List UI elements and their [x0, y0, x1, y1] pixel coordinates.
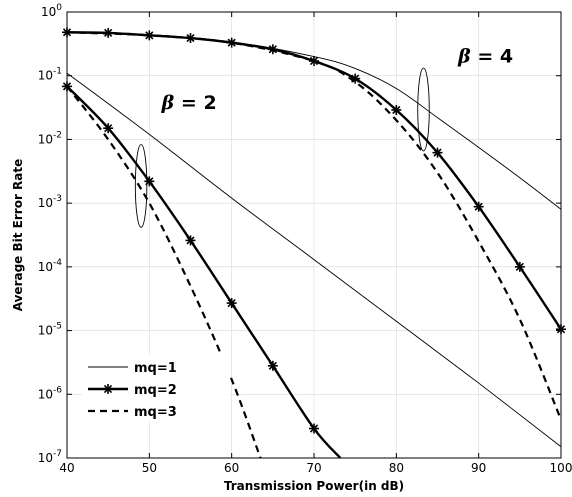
y-tick-label: 10-2 — [38, 130, 62, 146]
series-marker-beta4 — [432, 147, 443, 158]
y-tick-label: 10-5 — [38, 322, 62, 338]
y-axis-ticks: 100 10-1 10-2 10-3 10-4 10-5 10-6 10-7 — [38, 3, 561, 465]
beta-annotation: β = 2 — [161, 92, 217, 114]
legend-marker — [103, 384, 113, 394]
series-marker-beta2 — [144, 176, 155, 187]
y-tick-label: 10-7 — [38, 449, 62, 465]
x-tick-label: 60 — [224, 461, 239, 475]
annotation-layer: β = 2 β = 4 — [134, 46, 513, 228]
series-marker-beta4 — [514, 261, 525, 272]
series-line-beta4-dashed — [66, 31, 563, 421]
y-tick-label: 10-1 — [38, 67, 62, 83]
series-marker-beta2 — [226, 298, 237, 309]
series-marker-beta2 — [267, 360, 278, 371]
series-marker-beta4 — [473, 201, 484, 212]
legend: mq=1 mq=2 mq=3 — [82, 354, 230, 422]
x-tick-label: 40 — [59, 461, 74, 475]
beta-annotation: β = 4 — [457, 46, 513, 68]
y-axis-title: Average Bit Error Rate — [11, 159, 25, 312]
legend-label: mq=3 — [134, 405, 177, 420]
x-tick-label: 50 — [142, 461, 157, 475]
y-tick-label: 100 — [41, 3, 62, 19]
series-marker-beta2 — [103, 123, 114, 134]
series-line-beta2-dashed — [66, 85, 262, 459]
legend-label: mq=1 — [134, 361, 177, 376]
group-ellipse — [134, 144, 148, 228]
series-line-beta2-thin — [66, 72, 562, 448]
series-marker-beta2 — [185, 235, 196, 246]
x-tick-label: 90 — [471, 461, 486, 475]
series-line-beta2-marker — [66, 85, 342, 459]
y-tick-label: 10-6 — [38, 385, 63, 401]
x-tick-label: 80 — [389, 461, 404, 475]
x-axis-ticks: 40 50 60 70 80 90 100 — [59, 12, 572, 475]
legend-label: mq=2 — [134, 383, 177, 398]
group-ellipse — [417, 67, 430, 152]
series-marker-beta4 — [391, 104, 402, 115]
x-tick-label: 100 — [550, 461, 572, 475]
y-tick-label: 10-3 — [38, 194, 62, 210]
x-tick-label: 70 — [306, 461, 321, 475]
x-axis-title: Transmission Power(in dB) — [224, 479, 404, 493]
series-marker-beta2 — [309, 423, 319, 434]
y-tick-label: 10-4 — [38, 258, 63, 274]
series-marker-beta4 — [267, 44, 278, 55]
